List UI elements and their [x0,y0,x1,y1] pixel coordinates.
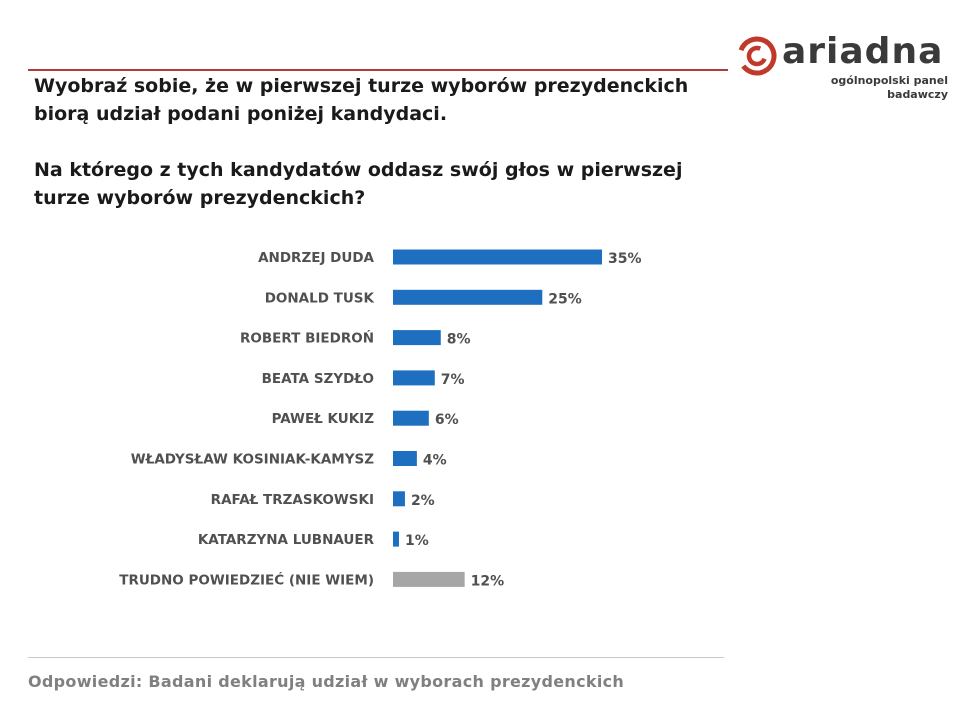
value-label: 7% [441,372,465,388]
question-line-2: Na którego z tych kandydatów oddasz swój… [34,159,683,209]
value-label: 25% [548,291,582,307]
value-label: 2% [411,493,435,509]
category-label: ROBERT BIEDROŃ [240,329,374,347]
value-label: 4% [423,453,447,469]
bar [393,451,417,466]
bar [393,249,602,265]
title-divider [28,69,728,71]
logo-tagline: ogólnopolski panel badawczy [830,74,948,101]
ariadna-logo: ariadna ogólnopolski panel badawczy [736,31,948,101]
question-line-1: Wyobraź sobie, że w pierwszej turze wybo… [34,75,689,125]
category-label: WŁADYSŁAW KOSINIAK-KAMYSZ [131,452,374,468]
survey-question: Wyobraź sobie, że w pierwszej turze wybo… [34,72,734,212]
category-label: PAWEŁ KUKIZ [272,411,375,427]
value-label: 35% [608,251,642,267]
bar [393,410,429,426]
value-label: 8% [447,332,471,348]
category-label: ANDRZEJ DUDA [258,250,374,266]
bar [393,491,405,507]
value-label: 6% [435,412,459,428]
value-label: 1% [405,533,429,549]
footer-divider [28,657,724,658]
bar-chart: ANDRZEJ DUDA 35% DONALD TUSK 25% ROBERT BIED… [0,230,960,610]
ariadna-spiral-icon [737,36,777,76]
category-label: BEATA SZYDŁO [262,371,374,387]
bar [393,531,399,547]
category-label: TRUDNO POWIEDZIEĆ (NIE WIEM) [119,570,374,588]
category-label: DONALD TUSK [265,290,375,306]
logo-wordmark: ariadna [782,31,944,72]
bar [393,289,543,305]
bar [393,330,441,346]
value-label: 12% [471,573,505,589]
bar [393,370,435,386]
category-label: RAFAŁ TRZASKOWSKI [211,492,374,508]
bar-chart-svg: ANDRZEJ DUDA 35% DONALD TUSK 25% ROBERT BIED… [119,249,642,589]
bar [393,571,465,587]
footer-note: Odpowiedzi: Badani deklarują udział w wy… [28,672,625,691]
category-label: KATARZYNA LUBNAUER [198,532,375,548]
